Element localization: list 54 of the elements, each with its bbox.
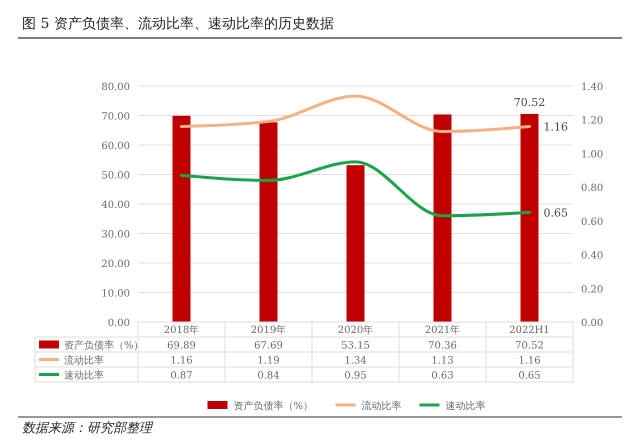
bar: [434, 114, 452, 322]
bar: [520, 114, 538, 322]
line-series: [180, 160, 531, 218]
data-label: 70.52: [515, 340, 544, 352]
source-note: 数据来源：研究部整理: [22, 421, 154, 436]
data-label: 1.13: [431, 356, 454, 366]
data-label: 0.84: [257, 370, 280, 382]
data-label: 0.95: [344, 370, 367, 382]
data-label: 67.69: [254, 340, 283, 352]
annotation: 0.65: [544, 206, 568, 220]
bar: [346, 165, 364, 322]
chart-title: 图 5 资产负债率、流动比率、速动比率的历史数据: [22, 16, 334, 32]
data-label: 1.19: [257, 356, 280, 366]
data-label: 1.16: [518, 356, 541, 366]
y2-tick-label: 1.40: [581, 82, 604, 93]
data-label: 1.34: [344, 356, 367, 366]
data-label: 1.16: [170, 356, 193, 366]
y-tick-label: 10.00: [101, 288, 130, 300]
y-tick-label: 60.00: [101, 141, 130, 152]
data-label: 0.63: [431, 370, 454, 382]
data-label: 70.36: [428, 340, 457, 352]
x-tick-label: 2019年: [250, 324, 286, 336]
y-tick-label: 30.00: [101, 230, 130, 240]
y-tick-label: 20.00: [101, 259, 130, 270]
data-label: 0.65: [518, 370, 541, 382]
y2-tick-label: 1.20: [581, 116, 604, 127]
y2-tick-label: 0.00: [581, 318, 604, 329]
y2-tick-label: 0.40: [581, 250, 604, 262]
y-tick-label: 80.00: [101, 82, 130, 93]
legend-label: 流动比率: [64, 354, 104, 366]
y-tick-label: 40.00: [101, 200, 130, 211]
y-tick-label: 50.00: [101, 170, 130, 182]
data-label: 53.15: [341, 340, 370, 352]
y2-tick-label: 0.20: [581, 284, 604, 296]
data-label: 69.89: [167, 340, 196, 352]
annotation: 1.16: [544, 120, 568, 134]
text: 流动比率: [362, 401, 402, 412]
x-tick-label: 2020年: [338, 324, 374, 336]
x-tick-label: 2022H1: [509, 325, 550, 336]
legend-label: 资产负债率（%）: [64, 340, 144, 352]
y-tick-label: 70.00: [101, 112, 130, 122]
bar: [172, 116, 190, 322]
text: 资产负债率（%）: [234, 401, 314, 412]
text: 速动比率: [446, 401, 486, 412]
bar: [260, 122, 278, 322]
y-tick-label: 0.00: [108, 318, 130, 329]
y2-tick-label: 1.00: [581, 149, 604, 160]
legend-label: 速动比率: [64, 370, 104, 382]
x-tick-label: 2021年: [424, 324, 460, 336]
x-tick-label: 2018年: [164, 324, 200, 336]
annotation: 70.52: [514, 96, 546, 109]
data-label: 0.87: [170, 370, 193, 382]
y2-tick-label: 0.80: [581, 183, 604, 194]
y2-tick-label: 0.60: [581, 216, 604, 228]
